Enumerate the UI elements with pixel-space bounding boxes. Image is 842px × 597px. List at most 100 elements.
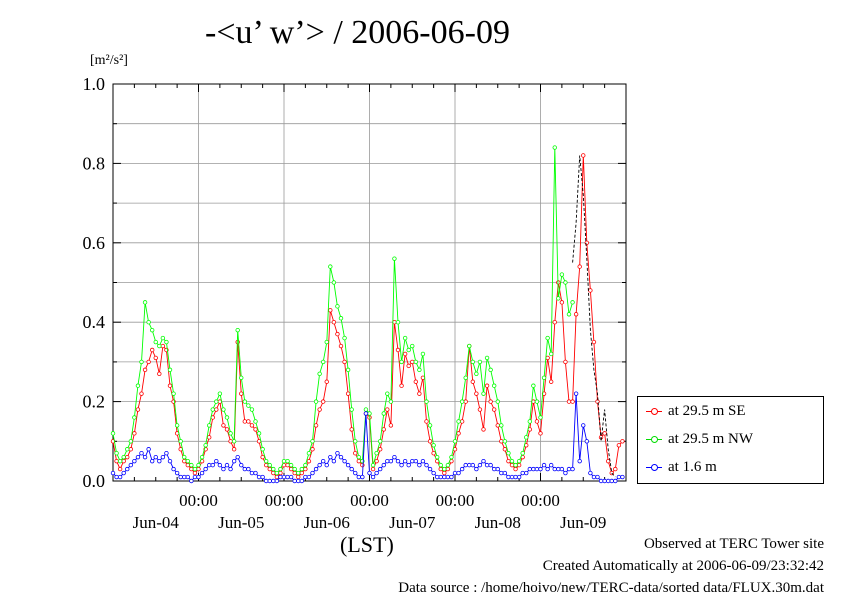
data-point-1 bbox=[189, 462, 194, 468]
series-line-0 bbox=[112, 155, 623, 478]
data-point-2 bbox=[573, 391, 579, 396]
data-point-2 bbox=[620, 474, 625, 480]
x-day-label: Jun-09 bbox=[560, 513, 606, 532]
data-point-0 bbox=[516, 462, 522, 468]
data-point-2 bbox=[303, 474, 308, 480]
data-point-1 bbox=[385, 391, 390, 396]
x-day-label: Jun-06 bbox=[304, 513, 350, 532]
data-point-1 bbox=[445, 462, 451, 468]
data-point-2 bbox=[299, 478, 305, 484]
data-point-1 bbox=[313, 399, 319, 404]
data-point-0 bbox=[534, 419, 540, 424]
data-point-2 bbox=[317, 462, 322, 468]
data-point-0 bbox=[349, 427, 354, 432]
legend-entry-nw: at 29.5 m NW bbox=[646, 429, 753, 449]
data-point-0 bbox=[499, 439, 504, 444]
x-day-label: Jun-07 bbox=[389, 513, 436, 532]
legend-marker-1m bbox=[646, 462, 662, 472]
data-point-2 bbox=[445, 474, 451, 480]
data-point-2 bbox=[274, 478, 280, 484]
data-point-1 bbox=[470, 359, 476, 365]
data-point-0 bbox=[570, 399, 575, 404]
data-point-1 bbox=[520, 451, 525, 456]
data-point-2 bbox=[570, 466, 575, 472]
data-point-0 bbox=[320, 399, 326, 404]
data-point-2 bbox=[231, 458, 237, 464]
data-point-2 bbox=[484, 462, 490, 468]
data-point-2 bbox=[171, 466, 176, 472]
data-point-1 bbox=[516, 458, 522, 464]
data-point-2 bbox=[431, 470, 436, 476]
data-point-0 bbox=[360, 462, 365, 468]
data-point-0 bbox=[538, 431, 543, 436]
x-tick-label: 00:00 bbox=[265, 491, 304, 510]
data-point-0 bbox=[595, 399, 600, 404]
data-point-1 bbox=[278, 466, 283, 472]
data-point-0 bbox=[206, 435, 212, 440]
data-point-1 bbox=[377, 439, 383, 444]
data-point-0 bbox=[395, 347, 401, 353]
data-point-1 bbox=[545, 335, 550, 341]
data-point-0 bbox=[353, 451, 358, 456]
data-point-2 bbox=[463, 462, 468, 468]
data-point-0 bbox=[317, 407, 322, 412]
data-point-1 bbox=[271, 466, 276, 472]
data-point-1 bbox=[328, 264, 333, 269]
data-point-0 bbox=[324, 379, 329, 384]
data-point-2 bbox=[481, 458, 486, 464]
data-point-1 bbox=[442, 466, 447, 472]
y-tick-label: 0.8 bbox=[83, 153, 106, 173]
data-point-0 bbox=[342, 359, 347, 365]
data-point-2 bbox=[306, 474, 312, 480]
data-point-0 bbox=[185, 462, 191, 468]
data-point-1 bbox=[488, 367, 493, 373]
data-point-2 bbox=[182, 474, 187, 480]
data-point-0 bbox=[149, 347, 155, 353]
data-point-1 bbox=[363, 407, 369, 412]
data-point-1 bbox=[281, 458, 287, 464]
data-point-2 bbox=[260, 474, 265, 480]
data-point-0 bbox=[374, 458, 379, 464]
data-point-0 bbox=[563, 359, 568, 365]
data-point-2 bbox=[367, 470, 372, 476]
data-point-0 bbox=[157, 371, 162, 377]
data-point-2 bbox=[388, 458, 394, 464]
data-point-1 bbox=[452, 439, 458, 444]
data-point-0 bbox=[249, 423, 255, 428]
data-point-0 bbox=[263, 462, 269, 468]
data-point-0 bbox=[189, 466, 194, 472]
data-point-0 bbox=[303, 466, 308, 472]
legend-entry-se: at 29.5 m SE bbox=[646, 401, 746, 421]
data-point-0 bbox=[338, 343, 344, 349]
data-point-1 bbox=[374, 451, 379, 456]
data-point-1 bbox=[306, 451, 312, 456]
data-point-0 bbox=[481, 427, 486, 432]
data-point-2 bbox=[328, 454, 333, 460]
data-point-1 bbox=[274, 470, 280, 476]
data-point-0 bbox=[299, 470, 305, 476]
data-point-2 bbox=[217, 462, 223, 468]
data-point-0 bbox=[388, 423, 394, 428]
data-point-2 bbox=[410, 458, 415, 464]
data-point-0 bbox=[285, 462, 290, 468]
data-point-0 bbox=[495, 423, 500, 428]
data-point-2 bbox=[545, 466, 550, 472]
data-point-1 bbox=[467, 343, 472, 349]
data-point-2 bbox=[509, 474, 515, 480]
data-point-0 bbox=[417, 391, 422, 396]
data-point-2 bbox=[477, 462, 483, 468]
data-point-0 bbox=[328, 308, 333, 313]
data-point-1 bbox=[206, 423, 212, 428]
data-point-1 bbox=[431, 443, 436, 448]
data-point-2 bbox=[513, 474, 518, 480]
data-point-2 bbox=[602, 478, 607, 484]
data-point-1 bbox=[157, 343, 162, 349]
data-point-2 bbox=[224, 462, 230, 468]
data-point-2 bbox=[189, 478, 194, 484]
data-point-2 bbox=[470, 462, 476, 468]
data-point-1 bbox=[292, 466, 297, 472]
data-point-2 bbox=[320, 458, 326, 464]
data-point-1 bbox=[570, 300, 575, 305]
data-point-0 bbox=[410, 359, 415, 365]
